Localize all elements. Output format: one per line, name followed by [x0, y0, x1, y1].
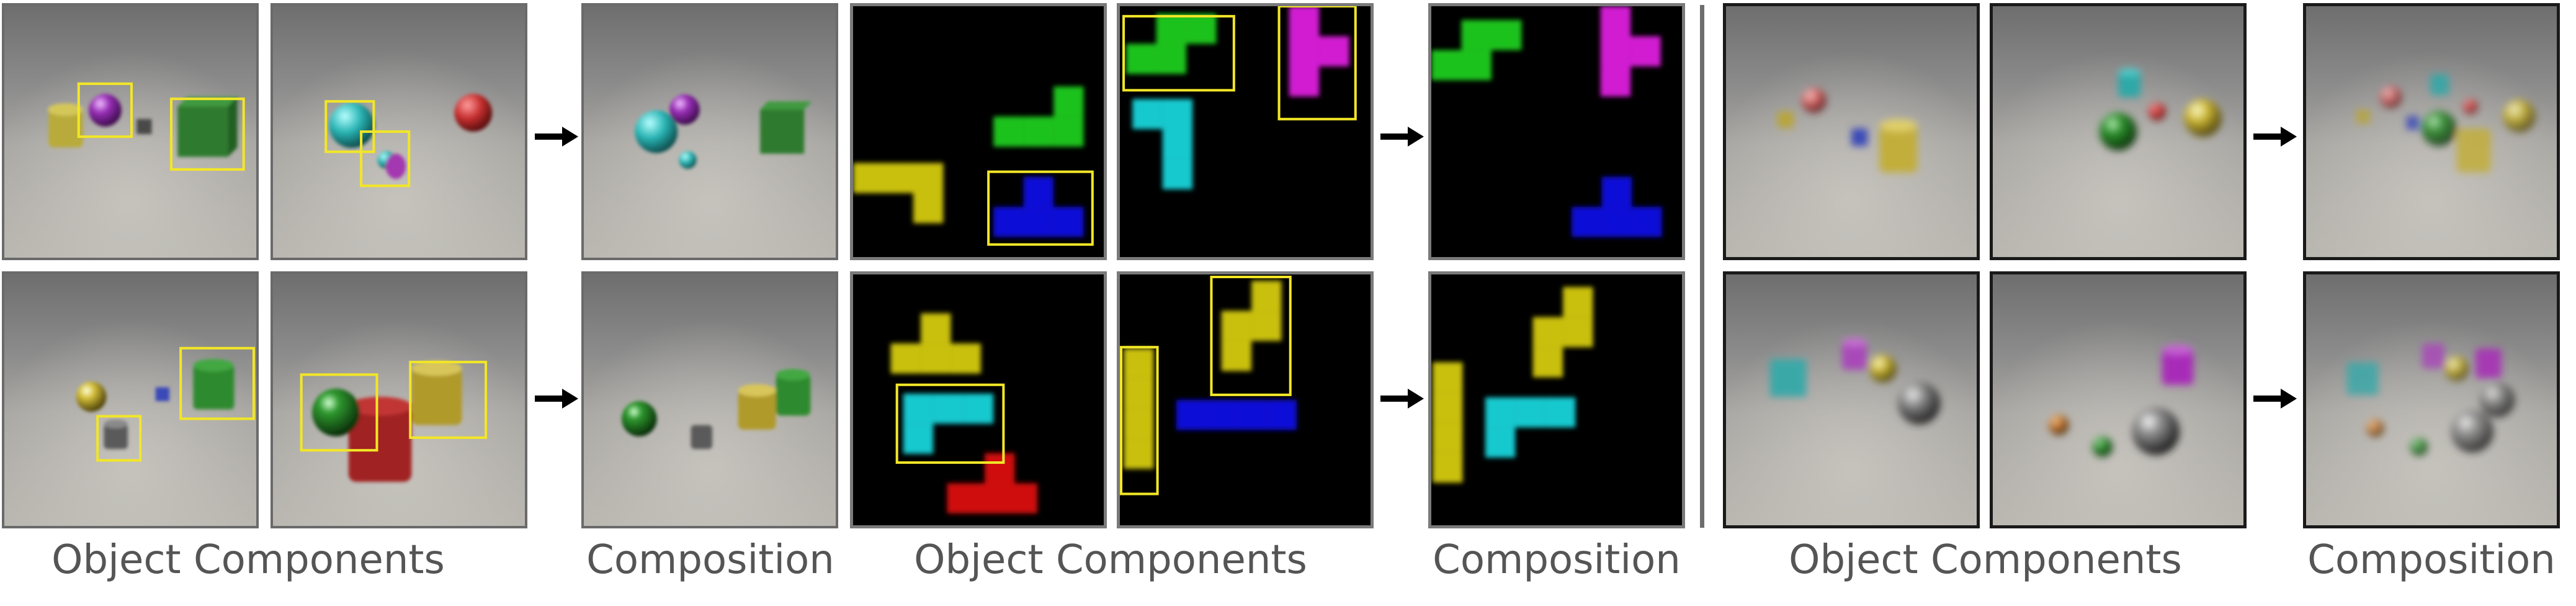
caption-composition: Composition — [1433, 537, 1681, 583]
tetris-component-r1-a — [850, 3, 1107, 260]
arrow-icon — [1380, 124, 1424, 149]
tetris-composition-r1 — [1428, 3, 1685, 260]
clevr-composition-r1 — [581, 3, 838, 260]
arrow-icon — [2253, 124, 2297, 149]
divider — [1700, 5, 1704, 528]
right-component-r1-a — [1723, 3, 1980, 260]
caption-object-components: Object Components — [914, 537, 1307, 583]
right-composition-r1 — [2303, 3, 2560, 260]
caption-composition: Composition — [586, 537, 834, 583]
arrow-icon — [535, 124, 578, 149]
clevr-composition-r2 — [581, 271, 838, 528]
tetris-component-r2-a — [850, 271, 1107, 528]
tetris-composition-r2 — [1428, 271, 1685, 528]
arrow-icon — [2253, 386, 2297, 411]
clevr-component-r1-b — [271, 3, 527, 260]
clevr-component-r2-a — [2, 271, 259, 528]
caption-object-components: Object Components — [51, 537, 445, 583]
clevr-component-r2-b — [271, 271, 527, 528]
arrow-icon — [1380, 386, 1424, 411]
caption-composition: Composition — [2307, 537, 2556, 583]
right-component-r1-b — [1990, 3, 2247, 260]
right-component-r2-b — [1990, 271, 2247, 528]
tetris-component-r1-b — [1117, 3, 1374, 260]
caption-object-components: Object Components — [1789, 537, 2182, 583]
arrow-icon — [535, 386, 578, 411]
right-component-r2-a — [1723, 271, 1980, 528]
right-composition-r2 — [2303, 271, 2560, 528]
clevr-component-r1-a — [2, 3, 259, 260]
tetris-component-r2-b — [1117, 271, 1374, 528]
